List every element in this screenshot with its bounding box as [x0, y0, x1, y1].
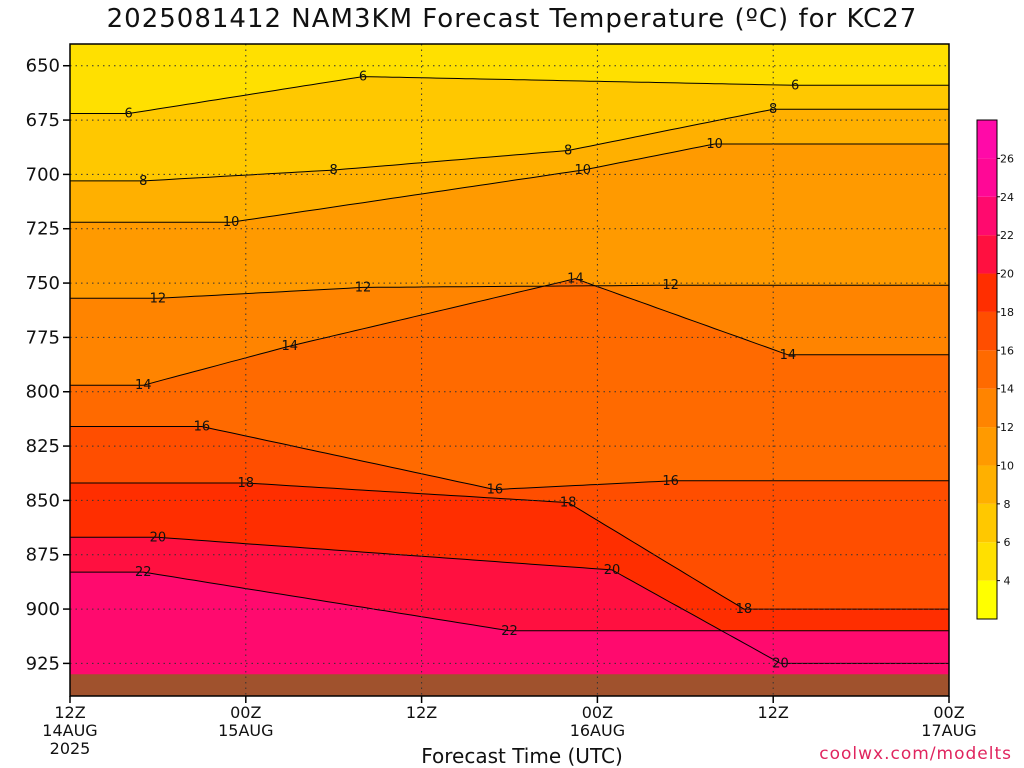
contour-label-8-1: 8 [330, 163, 338, 178]
y-tick-label-900: 900 [26, 599, 60, 620]
y-tick-label-650: 650 [26, 56, 60, 77]
y-tick-label-750: 750 [26, 273, 60, 294]
colorbar-swatch-2 [977, 580, 997, 619]
colorbar-swatch-22 [977, 196, 997, 236]
colorbar-tick-label-20: 20 [1000, 268, 1014, 281]
contour-label-20-0: 20 [150, 530, 167, 545]
x-tick-date-3: 16AUG [570, 721, 625, 740]
colorbar-swatch-14 [977, 350, 997, 389]
y-tick-label-850: 850 [26, 490, 60, 511]
colorbar-frame [976, 119, 998, 620]
contour-label-10-2: 10 [706, 137, 723, 152]
contour-label-12-0: 12 [150, 291, 167, 306]
colorbar-swatch-8 [977, 465, 997, 504]
contour-label-18-1: 18 [560, 496, 577, 511]
colorbar-tick-label-12: 12 [1000, 421, 1014, 434]
contour-label-6-2: 6 [791, 78, 799, 93]
colorbar-swatch-26 [977, 120, 997, 159]
colorbar-swatch-10 [977, 427, 997, 466]
x-tick-year-0: 2025 [50, 739, 91, 758]
colorbar-tick-label-8: 8 [1004, 498, 1011, 511]
x-tick-date-0: 14AUG [42, 721, 97, 740]
contour-line-22 [70, 571, 949, 632]
temperature-band-22 [70, 572, 949, 696]
contour-label-20-1: 20 [604, 563, 621, 578]
contour-label-20-2: 20 [772, 656, 789, 671]
contour-label-18-0: 18 [238, 476, 255, 491]
contour-label-12-2: 12 [662, 278, 679, 293]
y-tick-label-825: 825 [26, 436, 60, 457]
contour-label-22-1: 22 [501, 624, 518, 639]
x-tick-label-4: 12Z [758, 703, 789, 722]
contour-label-14-2: 14 [567, 272, 584, 287]
colorbar-tick-label-10: 10 [1000, 459, 1014, 472]
y-tick-label-700: 700 [26, 164, 60, 185]
contour-label-8-0: 8 [139, 174, 147, 189]
x-tick-label-0: 12Z [54, 703, 85, 722]
contour-line-10 [70, 143, 949, 223]
contour-label-16-0: 16 [194, 420, 211, 435]
contour-line-6 [70, 76, 949, 114]
contour-label-8-3: 8 [769, 102, 777, 117]
contour-line-14 [70, 278, 949, 386]
contour-label-18-2: 18 [736, 602, 753, 617]
colorbar-swatch-18 [977, 273, 997, 312]
x-tick-label-2: 12Z [406, 703, 437, 722]
contour-label-10-0: 10 [223, 215, 240, 230]
surface-ground [70, 674, 949, 696]
contour-label-6-1: 6 [124, 107, 132, 122]
contour-label-14-3: 14 [780, 348, 797, 363]
plot-frame [69, 43, 950, 697]
contour-line-12 [70, 284, 949, 299]
colorbar-tick-label-22: 22 [1000, 229, 1014, 242]
contour-label-14-0: 14 [135, 378, 152, 393]
y-tick-label-725: 725 [26, 219, 60, 240]
contour-line-8 [70, 108, 949, 182]
colorbar-tick-label-26: 26 [1000, 152, 1014, 165]
contour-label-8-2: 8 [564, 143, 572, 158]
colorbar-tick-label-16: 16 [1000, 344, 1014, 357]
contour-label-10-1: 10 [574, 163, 591, 178]
x-axis-label: Forecast Time (UTC) [421, 744, 623, 768]
x-tick-date-1: 15AUG [218, 721, 273, 740]
colorbar-swatch-4 [977, 542, 997, 581]
y-tick-label-925: 925 [26, 653, 60, 674]
colorbar-tick-label-4: 4 [1004, 575, 1011, 588]
colorbar-tick-label-24: 24 [1000, 191, 1014, 204]
colorbar-tick-label-18: 18 [1000, 306, 1014, 319]
x-tick-label-5: 00Z [933, 703, 964, 722]
colorbar-swatch-24 [977, 158, 997, 197]
contour-line-16 [70, 426, 949, 491]
colorbar-swatch-6 [977, 503, 997, 543]
colorbar-tick-label-14: 14 [1000, 383, 1014, 396]
x-tick-label-1: 00Z [230, 703, 261, 722]
y-tick-label-775: 775 [26, 327, 60, 348]
y-tick-label-800: 800 [26, 382, 60, 403]
y-tick-label-675: 675 [26, 110, 60, 131]
colorbar-tick-label-6: 6 [1004, 536, 1011, 549]
x-tick-date-5: 17AUG [921, 721, 976, 740]
colorbar-swatch-20 [977, 235, 997, 274]
source-credit: coolwx.com/modelts [819, 744, 1012, 764]
contour-label-12-1: 12 [355, 280, 372, 295]
x-tick-label-3: 00Z [582, 703, 613, 722]
contour-label-16-1: 16 [487, 483, 504, 498]
contour-label-16-2: 16 [662, 474, 679, 489]
y-tick-label-875: 875 [26, 545, 60, 566]
chart-title: 2025081412 NAM3KM Forecast Temperature (… [106, 4, 918, 34]
colorbar-swatch-16 [977, 311, 997, 351]
contour-label-22-0: 22 [135, 565, 152, 580]
contour-label-14-1: 14 [281, 339, 298, 354]
contour-label-6-0: 6 [359, 70, 367, 85]
colorbar-swatch-12 [977, 388, 997, 428]
